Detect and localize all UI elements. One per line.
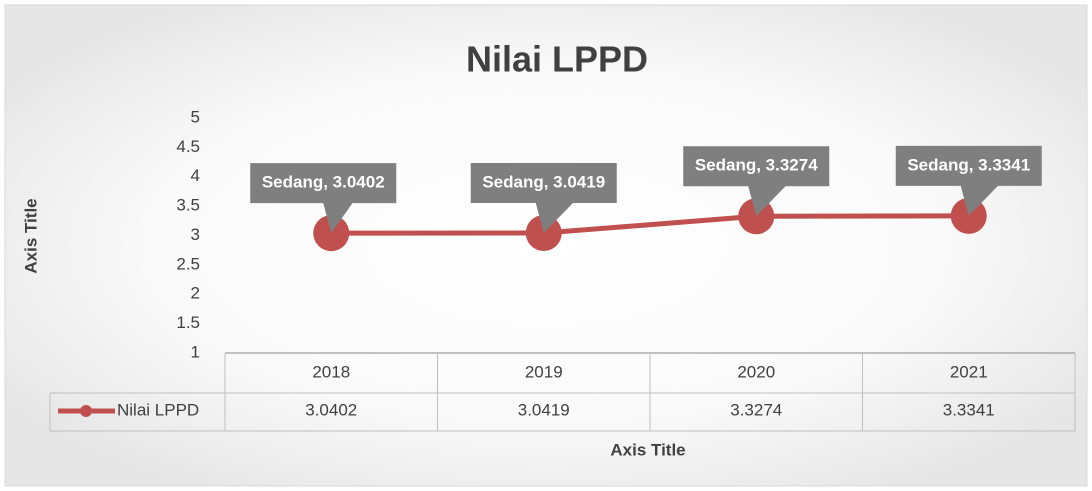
x-tick-label: 2019 [525, 362, 563, 381]
y-tick-label: 3.5 [176, 196, 200, 215]
y-tick-label: 5 [191, 107, 200, 126]
data-label: Sedang, 3.0402 [262, 173, 385, 192]
table-value: 3.0419 [518, 400, 570, 419]
x-tick-label: 2021 [950, 362, 988, 381]
table-value: 3.0402 [305, 400, 357, 419]
y-tick-label: 4.5 [176, 137, 200, 156]
data-label: Sedang, 3.0419 [482, 173, 605, 192]
y-tick-label: 2.5 [176, 254, 200, 273]
x-tick-label: 2020 [737, 362, 775, 381]
x-tick-label: 2018 [312, 362, 350, 381]
legend-label: Nilai LPPD [117, 400, 199, 419]
chart-title: Nilai LPPD [466, 39, 648, 80]
series-line [331, 213, 969, 236]
y-tick-label: 1.5 [176, 313, 200, 332]
table-value: 3.3274 [730, 400, 782, 419]
legend-marker [80, 405, 92, 417]
y-tick-label: 1 [191, 342, 200, 361]
y-tick-label: 4 [191, 166, 200, 185]
data-label-box [895, 145, 1042, 216]
x-axis-title: Axis Title [610, 440, 685, 459]
data-label: Sedang, 3.3341 [907, 155, 1030, 174]
data-label-box [683, 146, 830, 217]
y-axis-title: Axis Title [21, 198, 40, 273]
data-label-box [470, 163, 617, 234]
table-value: 3.3341 [943, 400, 995, 419]
data-label: Sedang, 3.3274 [695, 156, 818, 175]
y-tick-label: 2 [191, 284, 200, 303]
y-tick-label: 3 [191, 225, 200, 244]
data-label-box [250, 163, 397, 234]
